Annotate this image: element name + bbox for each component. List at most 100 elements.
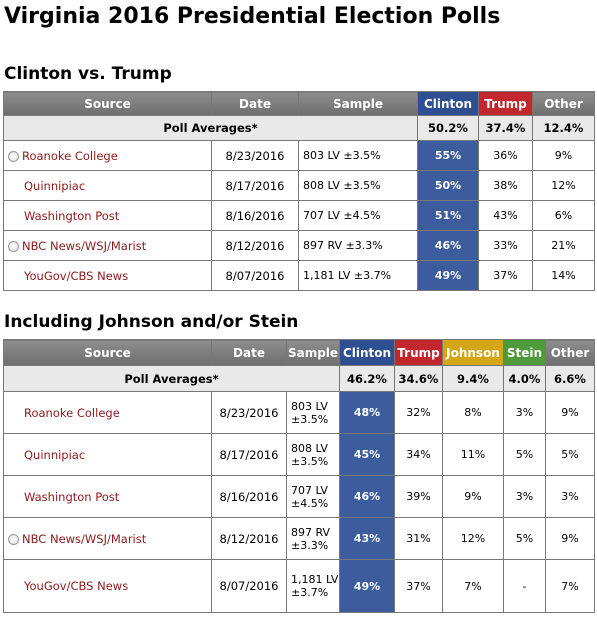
poll-date: 8/07/2016 — [211, 559, 287, 613]
poll-sample: 808 LV ±3.5% — [286, 433, 340, 476]
poll-date: 8/16/2016 — [211, 200, 299, 231]
poll-source-link[interactable]: Quinnipiac — [3, 433, 212, 476]
column-header-date[interactable]: Date — [211, 339, 287, 366]
column-header-source[interactable]: Source — [3, 339, 212, 366]
column-header-clinton[interactable]: Clinton — [339, 339, 395, 366]
radio-circle-icon[interactable] — [8, 150, 19, 162]
value-other: 12% — [532, 170, 595, 201]
poll-sample: 808 LV ±3.5% — [298, 170, 418, 201]
value-other: 9% — [545, 391, 595, 434]
value-other: 5% — [545, 433, 595, 476]
column-header-date[interactable]: Date — [211, 91, 299, 116]
value-trump: 37% — [394, 559, 443, 613]
table-row: YouGov/CBS News 8/07/2016 1,181 LV ±3.7%… — [3, 260, 595, 291]
column-header-source[interactable]: Source — [3, 91, 212, 116]
column-header-trump[interactable]: Trump — [394, 339, 443, 366]
value-other: 3% — [545, 475, 595, 518]
source-label[interactable]: Roanoke College — [24, 405, 120, 420]
column-header-stein[interactable]: Stein — [503, 339, 546, 366]
source-label[interactable]: YouGov/CBS News — [24, 579, 129, 593]
value-trump: 37% — [478, 260, 533, 291]
value-johnson: 12% — [442, 517, 504, 560]
poll-source-link[interactable]: Roanoke College — [3, 391, 212, 434]
value-stein: 5% — [503, 517, 546, 560]
radio-circle-icon[interactable] — [8, 533, 19, 545]
radio-circle-icon[interactable] — [8, 240, 19, 252]
column-header-sample[interactable]: Sample — [298, 91, 418, 116]
poll-sample: 897 RV ±3.3% — [286, 517, 340, 560]
poll-sample: 803 LV ±3.5% — [298, 140, 418, 171]
poll-sample: 707 LV ±4.5% — [298, 200, 418, 231]
value-other: 9% — [532, 140, 595, 171]
source-label[interactable]: NBC News/WSJ/Marist — [22, 531, 147, 546]
poll-source-link[interactable]: Quinnipiac — [3, 170, 212, 201]
poll-source-link[interactable]: Washington Post — [3, 200, 212, 231]
column-header-trump[interactable]: Trump — [478, 91, 533, 116]
column-header-sample[interactable]: Sample — [286, 339, 340, 366]
value-other: 7% — [545, 559, 595, 613]
table-row: Washington Post 8/16/2016 707 LV ±4.5% 5… — [3, 200, 595, 231]
column-header-other[interactable]: Other — [532, 91, 595, 116]
value-stein: 3% — [503, 475, 546, 518]
poll-averages-label: Poll Averages* — [3, 115, 418, 141]
poll-source-link[interactable]: NBC News/WSJ/Marist — [3, 230, 212, 261]
table-row: NBC News/WSJ/Marist 8/12/2016 897 RV ±3.… — [3, 230, 595, 261]
table-row: Roanoke College 8/23/2016 803 LV ±3.5% 4… — [3, 391, 595, 434]
poll-source-link[interactable]: YouGov/CBS News — [3, 559, 212, 613]
table-row: Roanoke College 8/23/2016 803 LV ±3.5% 5… — [3, 140, 595, 171]
value-other: 14% — [532, 260, 595, 291]
column-header-other[interactable]: Other — [545, 339, 595, 366]
poll-date: 8/23/2016 — [211, 391, 287, 434]
value-johnson: 11% — [442, 433, 504, 476]
source-label[interactable]: Quinnipiac — [24, 447, 86, 462]
source-label[interactable]: NBC News/WSJ/Marist — [22, 238, 147, 253]
table-row: NBC News/WSJ/Marist 8/12/2016 897 RV ±3.… — [3, 517, 595, 560]
value-johnson: 9% — [442, 475, 504, 518]
section-title-multi-candidate: Including Johnson and/or Stein — [4, 312, 299, 332]
value-trump: 36% — [478, 140, 533, 171]
poll-sample: 707 LV ±4.5% — [286, 475, 340, 518]
poll-source-link[interactable]: YouGov/CBS News — [3, 260, 212, 291]
value-other: 9% — [545, 517, 595, 560]
poll-table-head-to-head: Source Date Sample Clinton Trump Other P… — [3, 91, 595, 291]
value-stein: - — [503, 559, 546, 613]
value-other: 21% — [532, 230, 595, 261]
page-title: Virginia 2016 Presidential Election Poll… — [4, 4, 501, 29]
source-label[interactable]: Roanoke College — [22, 148, 118, 163]
poll-table-multi-candidate: Source Date Sample Clinton Trump Johnson… — [3, 339, 595, 613]
poll-sample: 1,181 LV ±3.7% — [298, 260, 418, 291]
value-clinton: 43% — [339, 517, 395, 560]
poll-source-link[interactable]: Washington Post — [3, 475, 212, 518]
value-clinton: 45% — [339, 433, 395, 476]
value-stein: 3% — [503, 391, 546, 434]
value-johnson: 7% — [442, 559, 504, 613]
source-label[interactable]: Washington Post — [24, 208, 120, 223]
poll-date: 8/16/2016 — [211, 475, 287, 518]
value-clinton: 48% — [339, 391, 395, 434]
value-clinton: 50% — [417, 170, 479, 201]
column-header-johnson[interactable]: Johnson — [442, 339, 504, 366]
value-clinton: 49% — [417, 260, 479, 291]
section-title-head-to-head: Clinton vs. Trump — [4, 64, 172, 84]
average-clinton: 46.2% — [339, 365, 395, 392]
column-header-clinton[interactable]: Clinton — [417, 91, 479, 116]
value-clinton: 46% — [417, 230, 479, 261]
value-other: 6% — [532, 200, 595, 231]
average-clinton: 50.2% — [417, 115, 479, 141]
source-label[interactable]: Quinnipiac — [24, 178, 86, 193]
average-other: 12.4% — [532, 115, 595, 141]
table-row: Washington Post 8/16/2016 707 LV ±4.5% 4… — [3, 475, 595, 518]
poll-source-link[interactable]: Roanoke College — [3, 140, 212, 171]
value-clinton: 55% — [417, 140, 479, 171]
value-johnson: 8% — [442, 391, 504, 434]
poll-averages-label: Poll Averages* — [3, 365, 340, 392]
poll-source-link[interactable]: NBC News/WSJ/Marist — [3, 517, 212, 560]
source-label[interactable]: YouGov/CBS News — [24, 268, 129, 283]
value-trump: 32% — [394, 391, 443, 434]
table-row: YouGov/CBS News 8/07/2016 1,181 LV ±3.7%… — [3, 559, 595, 613]
average-trump: 34.6% — [394, 365, 443, 392]
average-other: 6.6% — [545, 365, 595, 392]
average-stein: 4.0% — [503, 365, 546, 392]
value-trump: 39% — [394, 475, 443, 518]
source-label[interactable]: Washington Post — [24, 489, 120, 504]
